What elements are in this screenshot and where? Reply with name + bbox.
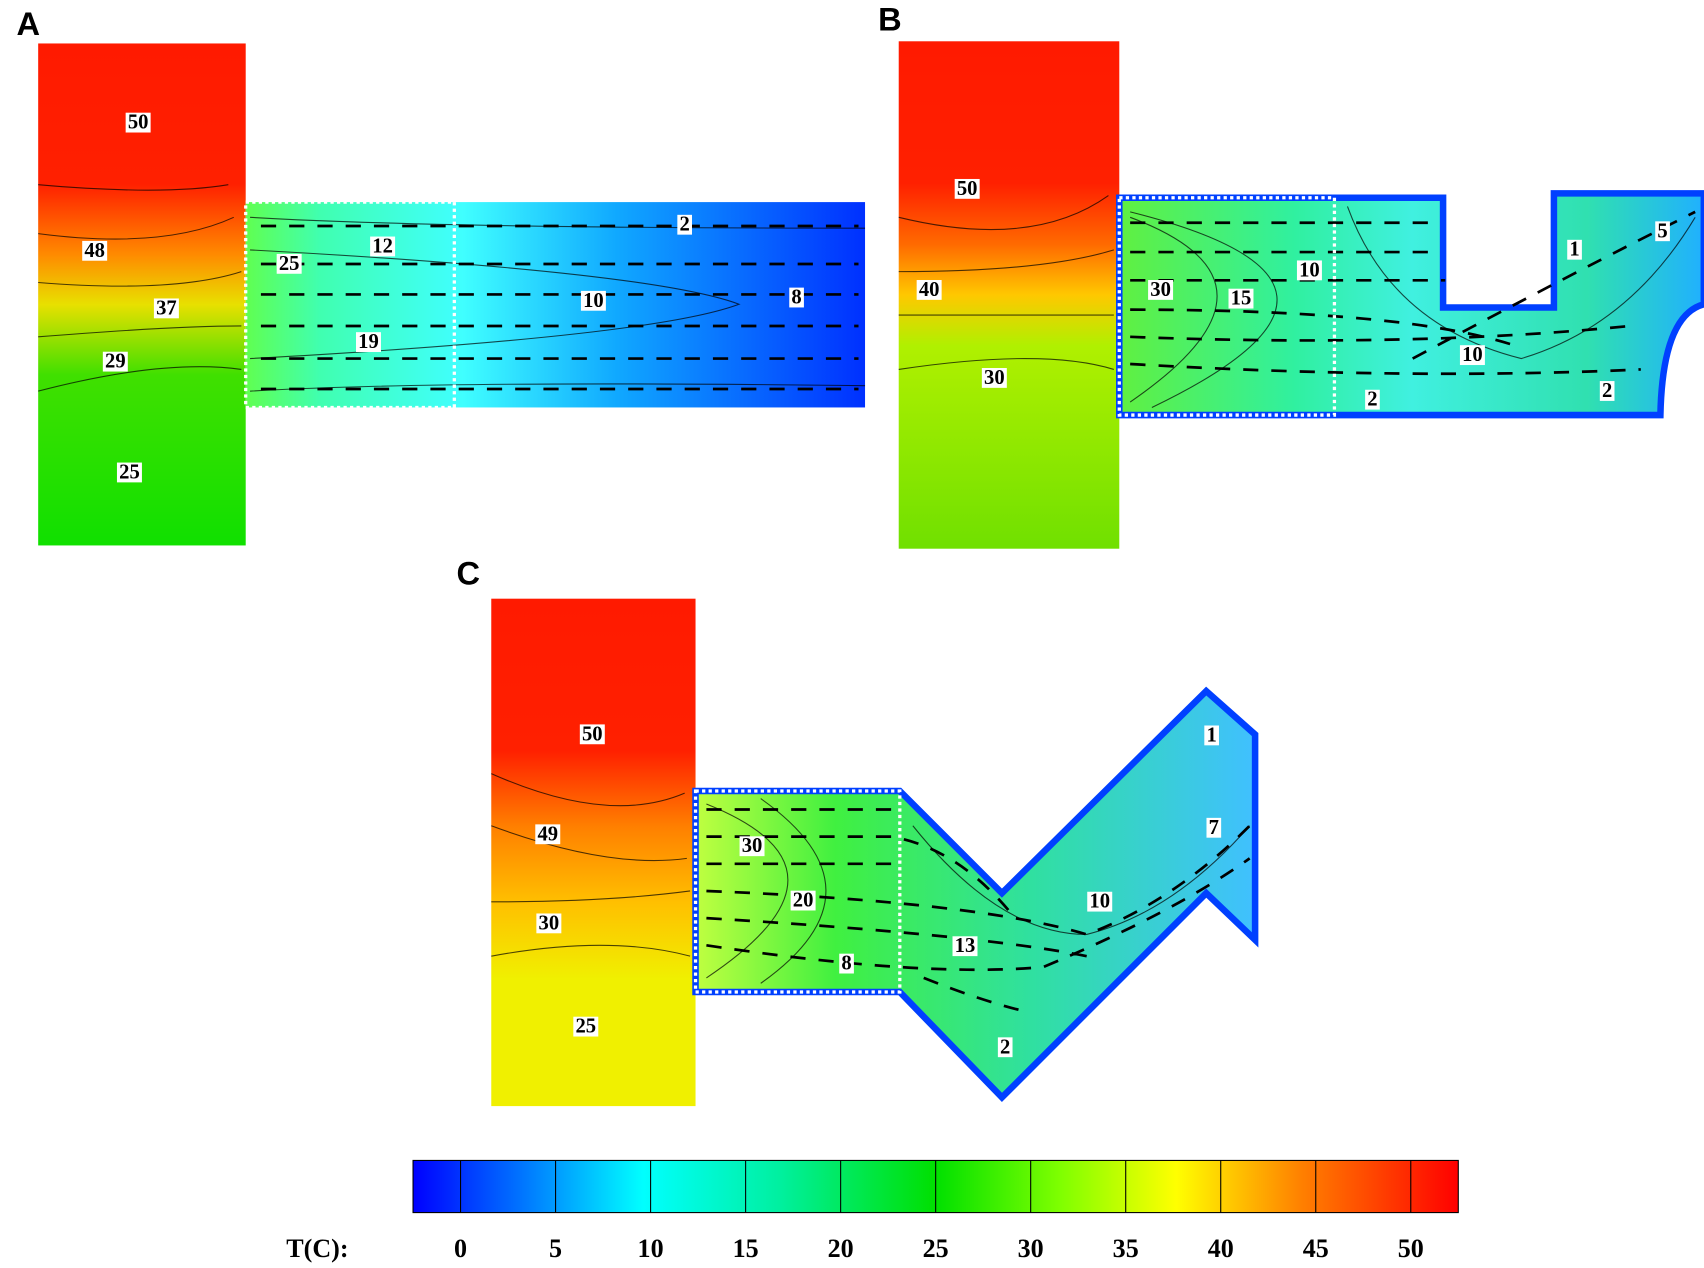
- label-box: [789, 287, 804, 308]
- label-box: [916, 280, 942, 300]
- contour-label: 2: [680, 214, 690, 236]
- label-box: [677, 214, 693, 235]
- colorbar-tick-label: 5: [549, 1234, 562, 1263]
- panel-letter: A: [16, 5, 40, 42]
- label-box: [997, 1037, 1013, 1058]
- dotted-region: [244, 200, 456, 410]
- label-box: [981, 368, 1007, 388]
- contour-label: 10: [583, 290, 604, 312]
- contour-label: 49: [537, 823, 558, 845]
- contour-label: 25: [119, 461, 140, 483]
- panel-c: C 50 49 30 25 30 20 8 13 10 1 7 2: [456, 555, 1259, 1107]
- label-box: [1296, 260, 1322, 281]
- label-box: [790, 890, 816, 911]
- contour-label: 10: [1299, 259, 1320, 281]
- contour-label: 25: [575, 1016, 596, 1038]
- label-box: [839, 953, 854, 974]
- contour-label: 12: [372, 235, 393, 257]
- label-box: [952, 936, 978, 957]
- label-box: [1204, 725, 1219, 746]
- panel-letter: C: [456, 555, 480, 592]
- contour-label: 10: [1462, 344, 1483, 366]
- contour-label: 2: [1367, 389, 1377, 411]
- contour-label: 13: [955, 935, 976, 957]
- contour-label: 10: [1089, 891, 1110, 913]
- label-box: [1365, 389, 1380, 410]
- colorbar-tick-label: 45: [1303, 1234, 1329, 1263]
- label-box: [739, 836, 765, 857]
- contour-label: 2: [1000, 1036, 1010, 1058]
- colorbar-tick-label: 20: [828, 1234, 854, 1263]
- velocity-arrows: [1130, 210, 1696, 376]
- label-box: [536, 913, 562, 934]
- label-box: [82, 240, 108, 261]
- label-box: [573, 1016, 599, 1037]
- label-box: [1459, 345, 1485, 366]
- contour-label: 37: [156, 297, 177, 319]
- label-box: [579, 724, 605, 745]
- isotherms: [898, 195, 1696, 408]
- contour-label: 50: [582, 723, 603, 745]
- panel-a: A 50 48 37 29 25 25 12 19 2 10 8: [16, 5, 866, 546]
- label-box: [1567, 239, 1582, 260]
- label-box: [954, 178, 980, 199]
- label-box: [1206, 817, 1222, 838]
- contour-label: 40: [919, 279, 940, 301]
- contour-label: 48: [84, 240, 105, 262]
- colorbar-tick-label: 15: [733, 1234, 759, 1263]
- colorbar-tick-label: 50: [1398, 1234, 1424, 1263]
- contour-label: 30: [742, 835, 763, 857]
- dotted-region: [693, 789, 902, 994]
- label-box: [125, 112, 151, 133]
- colorbar-label: T(C):: [286, 1234, 348, 1263]
- label-box: [116, 462, 142, 483]
- contour-label: 7: [1209, 817, 1219, 839]
- colorbar: T(C): 0 5 10 15 20 25 30 35 40 45 50: [286, 1159, 1459, 1263]
- contour-label: 30: [539, 912, 560, 934]
- contour-label: 29: [105, 351, 126, 373]
- contour-label: 15: [1231, 288, 1252, 310]
- channel: [692, 686, 1259, 1103]
- colorbar-tick-label: 35: [1113, 1234, 1139, 1263]
- contour-label: 50: [957, 178, 978, 200]
- colorbar-tick-label: 25: [923, 1234, 949, 1263]
- contour-label: 30: [984, 367, 1005, 389]
- contour-label: 8: [841, 953, 851, 975]
- contour-label: 20: [793, 890, 814, 912]
- label-box: [153, 298, 179, 319]
- contour-label: 8: [791, 287, 801, 309]
- panel-b: B 50 40 30 30 15 10 1 5 10 2 2: [878, 0, 1704, 549]
- colorbar-tick-label: 0: [454, 1234, 467, 1263]
- label-box: [1228, 288, 1254, 309]
- colorbar-tick-label: 10: [638, 1234, 664, 1263]
- contour-label: 1: [1569, 239, 1579, 261]
- contour-label: 1: [1206, 724, 1216, 746]
- label-box: [1148, 280, 1174, 300]
- label-box: [102, 351, 128, 372]
- colorbar-tick-label: 40: [1208, 1234, 1234, 1263]
- isotherms: [491, 773, 1251, 984]
- contour-label: 5: [1657, 220, 1667, 242]
- contour-label: 2: [1602, 380, 1612, 402]
- colorbar-tick-label: 30: [1018, 1234, 1044, 1263]
- dotted-region: [1117, 196, 1337, 417]
- contour-label: 50: [128, 112, 149, 134]
- contour-label: 25: [279, 253, 300, 275]
- channel: [1116, 190, 1704, 419]
- label-box: [535, 824, 561, 845]
- label-box: [1655, 221, 1670, 242]
- label-box: [1087, 891, 1113, 912]
- contour-label: 19: [358, 331, 379, 353]
- label-box: [276, 253, 302, 274]
- label-box: [580, 290, 606, 311]
- channel: [245, 202, 866, 408]
- panel-letter: B: [878, 0, 902, 37]
- velocity-arrows: [706, 808, 1251, 1012]
- label-box: [356, 332, 381, 352]
- contour-label: 30: [1150, 279, 1171, 301]
- label-box: [1599, 381, 1615, 401]
- label-box: [370, 236, 396, 257]
